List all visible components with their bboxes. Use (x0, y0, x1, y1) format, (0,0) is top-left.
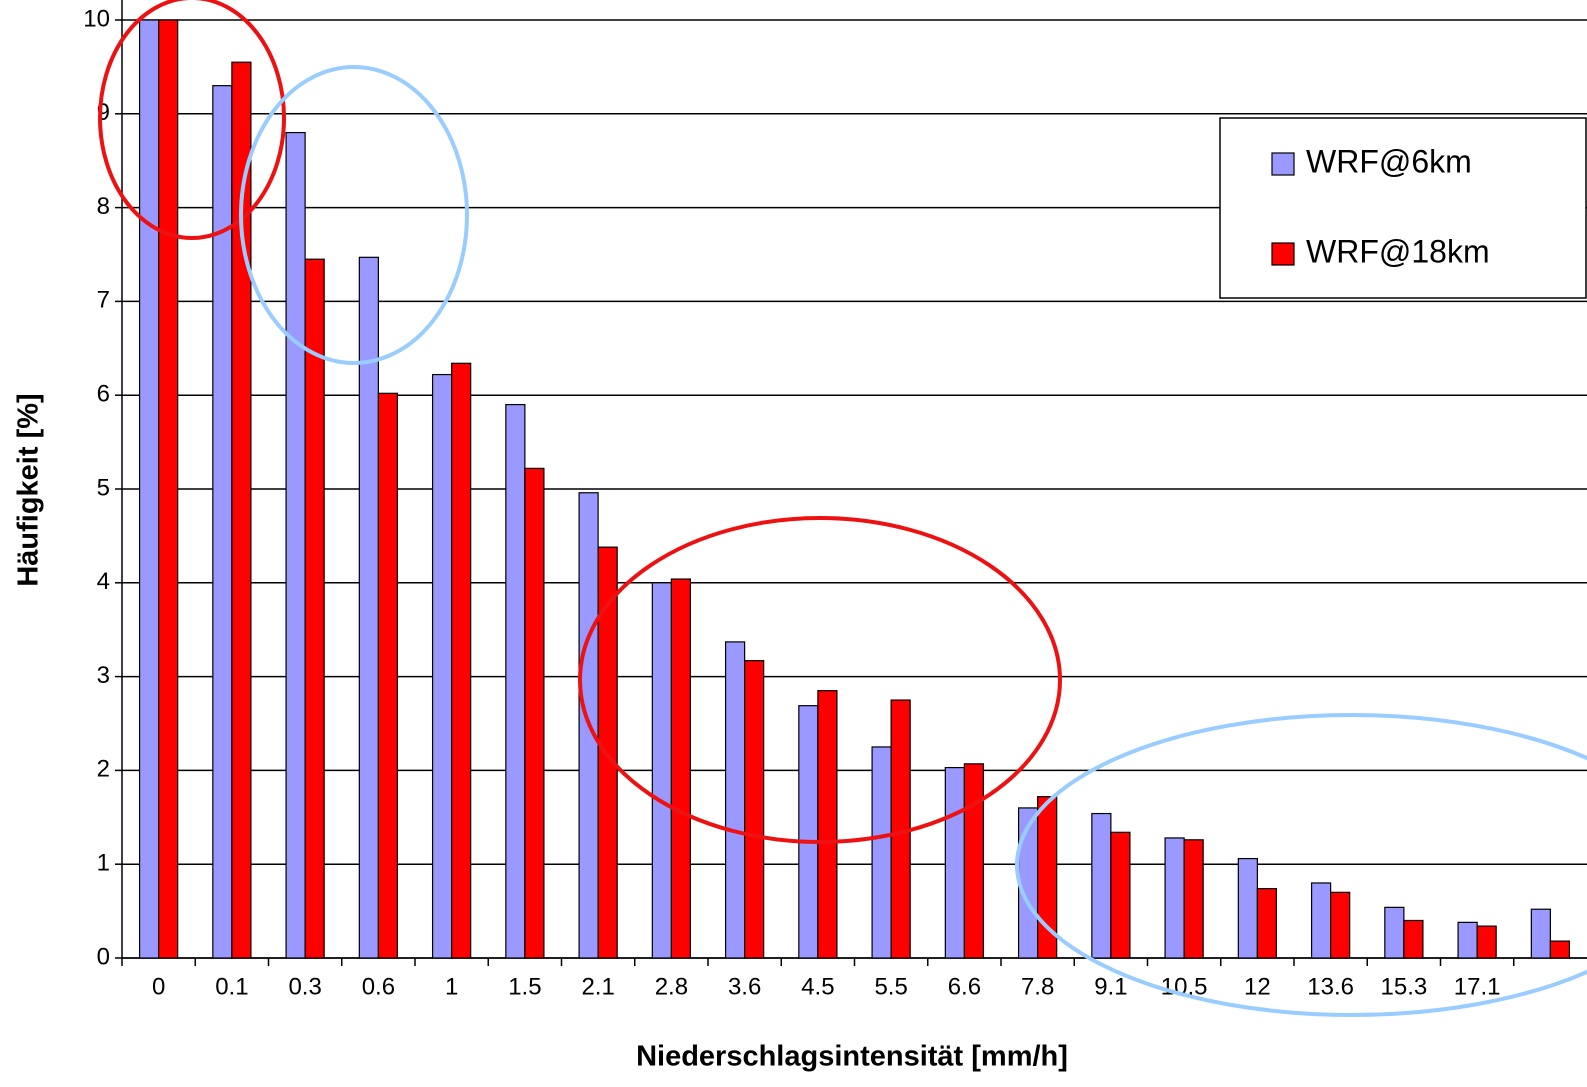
legend-label: WRF@6km (1306, 143, 1472, 179)
bar (1183, 839, 1204, 959)
x-tick-label: 3.6 (728, 973, 761, 1000)
legend-swatch (1271, 152, 1295, 176)
highlight-ellipse (239, 65, 469, 365)
bar (451, 362, 472, 959)
bar (944, 766, 965, 959)
bar (138, 19, 160, 959)
bar (212, 85, 233, 959)
bar (1037, 796, 1058, 959)
legend-box (1219, 117, 1587, 299)
x-axis-title: Niederschlagsintensität [mm/h] (636, 1041, 1068, 1073)
bar (285, 131, 306, 959)
bar (1457, 921, 1478, 959)
x-tick-label: 2.1 (581, 973, 614, 1000)
bar (1110, 831, 1131, 959)
x-tick-label: 17.1 (1454, 973, 1501, 1000)
x-tick-label: 0 (152, 973, 165, 1000)
x-tick-label: 4.5 (801, 973, 834, 1000)
x-tick-label: 6.6 (948, 973, 981, 1000)
bar (304, 258, 325, 959)
bar (1091, 812, 1112, 959)
x-tick-label: 0.1 (215, 973, 248, 1000)
bar (724, 641, 746, 959)
bar (871, 746, 892, 959)
x-tick-label: 12 (1244, 973, 1271, 1000)
bar (158, 19, 179, 959)
y-tick-label: 1 (97, 850, 110, 877)
y-tick-label: 3 (97, 662, 110, 689)
y-tick-label: 5 (97, 474, 110, 501)
bar (431, 373, 453, 959)
legend: WRF@6km WRF@18km (1219, 117, 1587, 299)
x-tick-label: 9.1 (1094, 973, 1127, 1000)
bar (1530, 908, 1551, 959)
legend-label: WRF@18km (1306, 233, 1490, 269)
y-tick-label: 10 (83, 5, 110, 32)
legend-swatch (1271, 242, 1295, 266)
bar (1310, 882, 1332, 959)
x-tick-label: 1 (445, 973, 458, 1000)
y-tick-label: 4 (97, 568, 110, 595)
bar (798, 705, 819, 959)
bar (524, 467, 545, 959)
bar (377, 392, 399, 959)
bar (505, 403, 526, 959)
bar (744, 660, 765, 959)
bar (1476, 925, 1497, 959)
bar (1330, 891, 1351, 959)
bar (1403, 919, 1424, 959)
bar (1549, 940, 1571, 959)
x-tick-label: 15.3 (1381, 973, 1428, 1000)
bar (651, 582, 672, 959)
bar (670, 578, 692, 959)
y-axis-title: Häufigkeit [%] (13, 393, 45, 586)
y-tick-label: 6 (97, 381, 110, 408)
y-tick-label: 8 (97, 193, 110, 220)
x-tick-label: 0.3 (288, 973, 321, 1000)
annotations (98, 0, 1587, 1017)
x-tick-label: 1.5 (508, 973, 541, 1000)
x-tick-label: 2.8 (655, 973, 688, 1000)
highlight-ellipse (1015, 713, 1587, 1017)
x-tick-label: 13.6 (1307, 973, 1354, 1000)
y-tick-label: 2 (97, 756, 110, 783)
y-tick-label: 7 (97, 287, 110, 314)
bar (963, 763, 985, 959)
bar (231, 61, 252, 959)
bar (1237, 857, 1258, 959)
y-tick-label: 0 (97, 943, 110, 970)
bar (1256, 887, 1278, 959)
x-tick-label: 5.5 (874, 973, 907, 1000)
bar (1384, 906, 1405, 959)
bar (1164, 837, 1185, 959)
highlight-ellipse (578, 516, 1062, 844)
bar (817, 690, 838, 959)
x-tick-label: 7.8 (1021, 973, 1054, 1000)
x-tick-label: 0.6 (362, 973, 395, 1000)
highlight-ellipse (98, 0, 286, 240)
